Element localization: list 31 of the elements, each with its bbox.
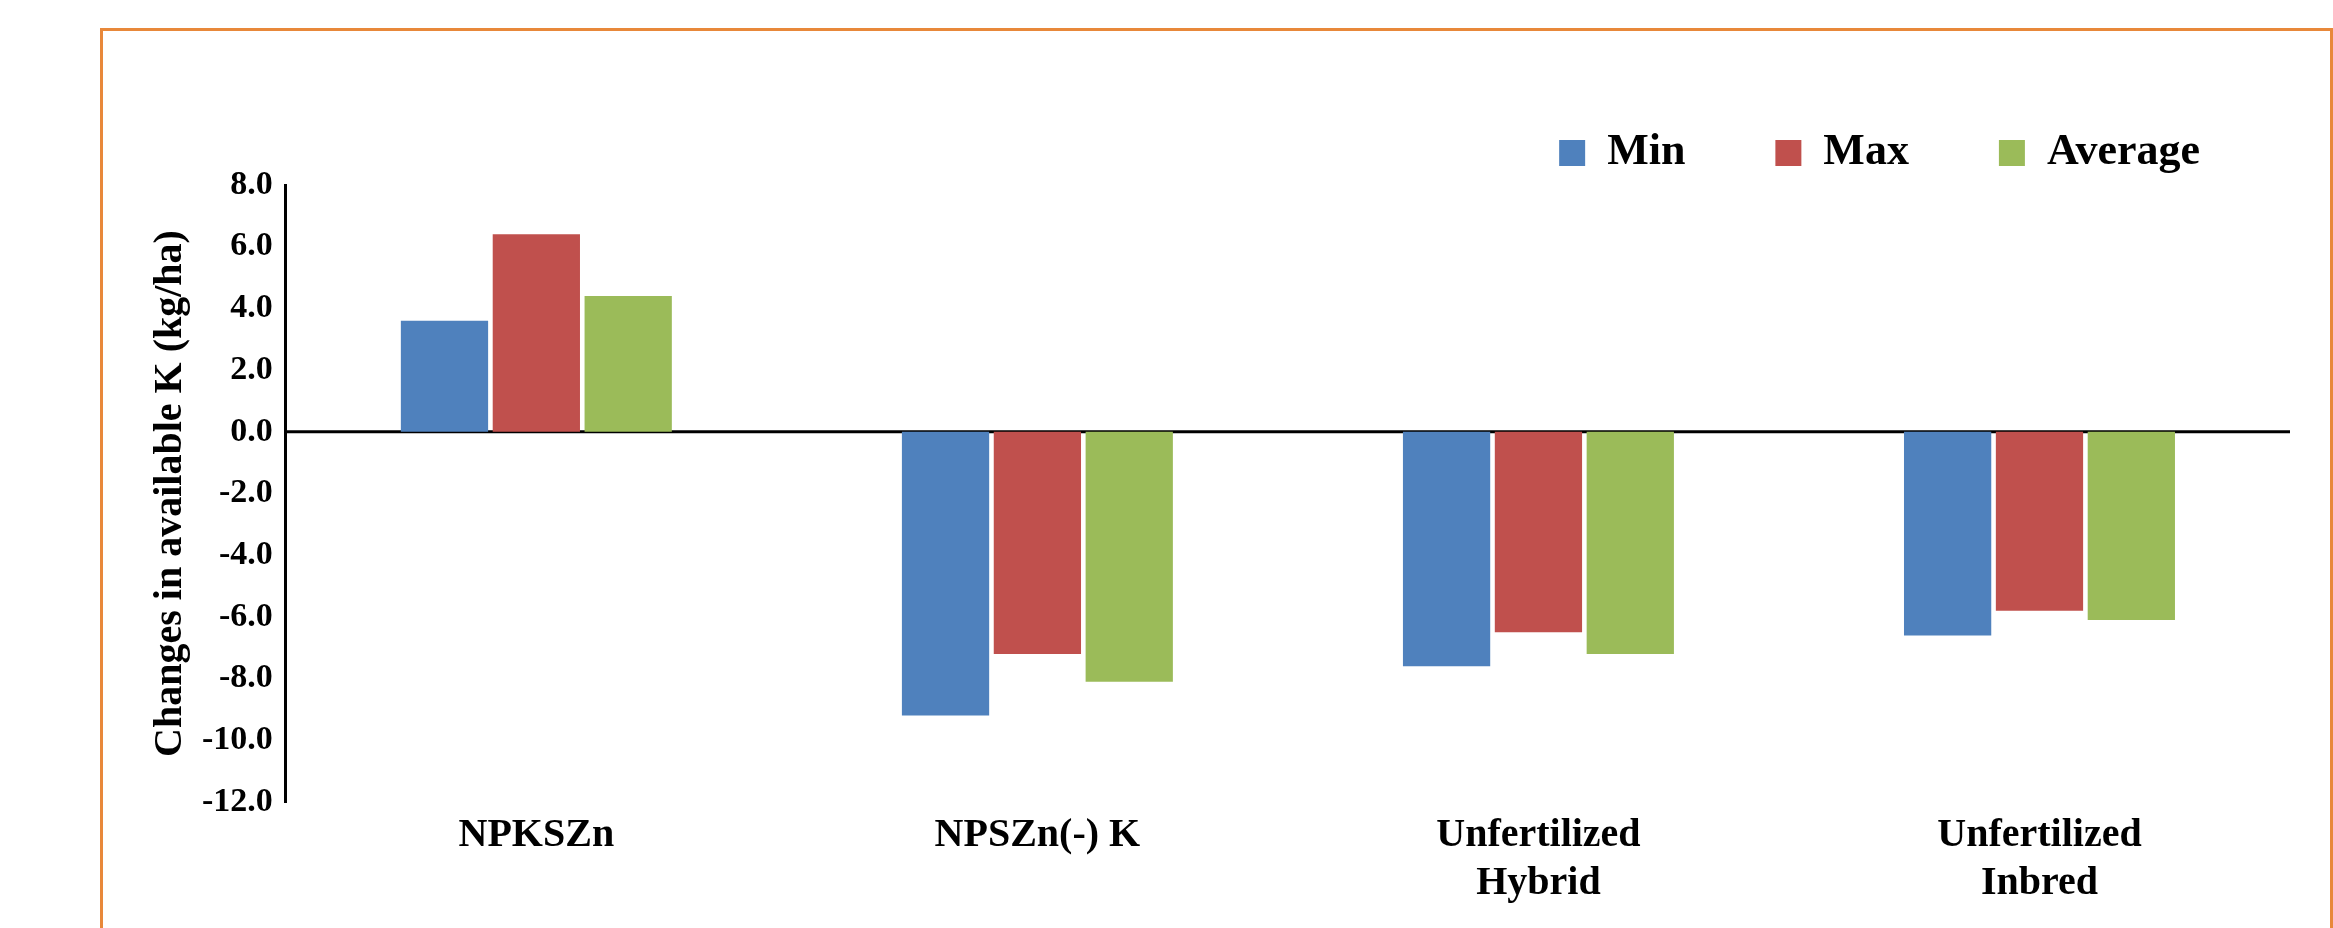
legend-label: Average: [2046, 125, 2201, 175]
bar: [1586, 431, 1674, 654]
y-tick-label: 0.0: [230, 410, 273, 448]
y-tick-label: 8.0: [230, 163, 273, 201]
legend-label: Min: [1607, 125, 1686, 175]
bar: [1903, 431, 1992, 636]
y-tick-label: -4.0: [218, 533, 273, 571]
y-tick-label: -2.0: [218, 472, 273, 510]
bar: [492, 234, 580, 432]
bar: [1402, 431, 1491, 667]
x-tick-label: NPKSZn: [458, 810, 615, 856]
y-axis-title: Changes in available K (kg/ha): [145, 230, 191, 757]
bar: [1995, 431, 2084, 611]
y-tick-label: -8.0: [218, 657, 273, 695]
bar: [400, 320, 489, 432]
bar: [901, 431, 990, 716]
y-tick-label: -6.0: [218, 595, 273, 633]
legend-label: Max: [1823, 125, 1909, 175]
y-tick-label: -10.0: [201, 719, 273, 757]
y-tick-label: 6.0: [230, 225, 273, 263]
bar: [993, 431, 1082, 654]
bar: [2087, 431, 2175, 620]
y-tick-label: -12.0: [201, 780, 273, 818]
y-tick-label: 4.0: [230, 287, 273, 325]
bar: [1085, 431, 1173, 682]
bar: [584, 296, 672, 432]
bar: [1494, 431, 1583, 633]
x-tick-label: NPSZn(-) K: [934, 810, 1141, 856]
x-tick-label: Unfertilized Inbred: [1937, 810, 2142, 904]
x-tick-label: Unfertilized Hybrid: [1436, 810, 1641, 904]
y-tick-label: 2.0: [230, 348, 273, 386]
